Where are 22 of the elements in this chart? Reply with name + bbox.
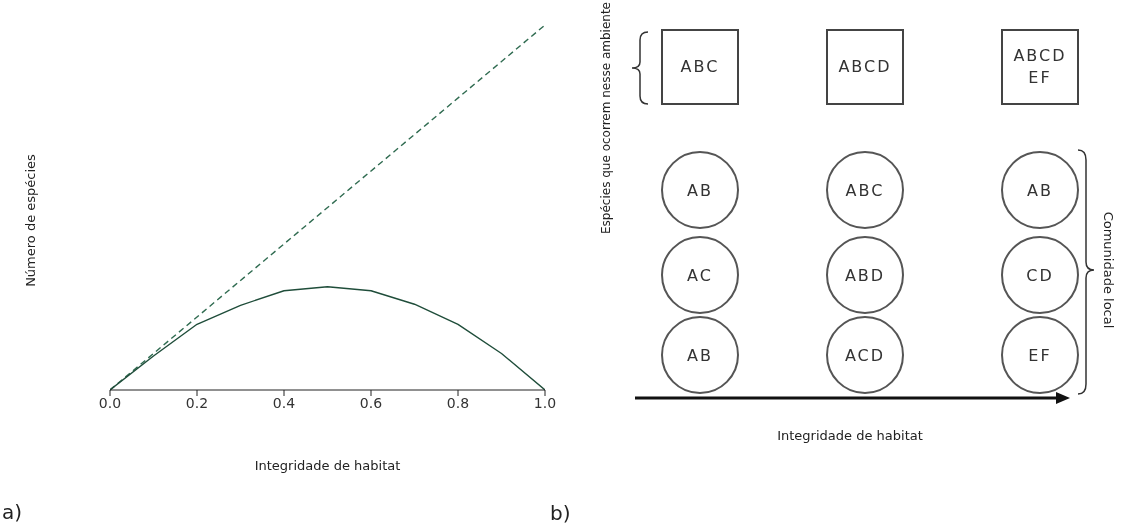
text: Comunidade local — [1101, 211, 1116, 329]
x-axis-title: Integridade de habitat — [254, 458, 401, 473]
text: b) — [550, 501, 571, 525]
text: Integridade de habitat — [777, 428, 923, 443]
text: CD — [1026, 266, 1054, 285]
x-tick-label: 0.8 — [446, 394, 470, 411]
text: AB — [1027, 181, 1053, 200]
text: AB — [687, 181, 713, 200]
text: a) — [2, 500, 23, 524]
x-tick-label: 0.6 — [359, 394, 383, 411]
y-axis-title: Número de espécies — [22, 153, 38, 287]
text: ACD — [844, 346, 886, 365]
text: AC — [687, 266, 713, 285]
x-tick-label: 0.0 — [98, 394, 122, 411]
x-tick-label: 0.4 — [272, 394, 296, 411]
text: EF — [1028, 346, 1052, 365]
x-tick-label: 1.0 — [533, 394, 557, 411]
text: AB — [687, 346, 713, 365]
x-tick-label: 0.2 — [185, 394, 209, 411]
text: ABD — [844, 266, 886, 285]
text: ABC — [845, 181, 885, 200]
text: Espécies que ocorrem nesse ambiente — [599, 2, 613, 234]
